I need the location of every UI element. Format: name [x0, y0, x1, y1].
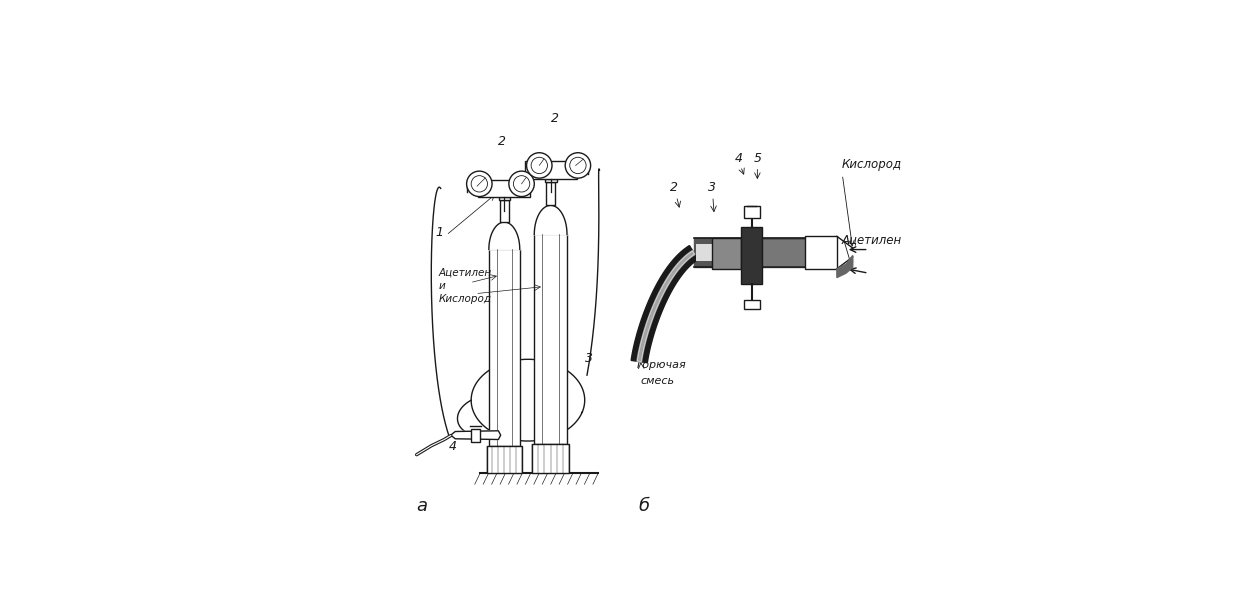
Circle shape	[527, 153, 552, 178]
Text: 4: 4	[734, 152, 743, 165]
Bar	[805, 236, 837, 269]
Polygon shape	[837, 255, 853, 278]
Bar	[534, 234, 566, 444]
Polygon shape	[637, 251, 695, 362]
Text: Ацетилен: Ацетилен	[438, 267, 491, 277]
Polygon shape	[694, 238, 821, 267]
Circle shape	[565, 153, 591, 178]
Text: 4: 4	[449, 440, 457, 453]
Text: Кислород: Кислород	[438, 294, 491, 304]
Bar	[471, 428, 480, 442]
Bar	[744, 300, 760, 309]
Bar	[489, 250, 520, 445]
Bar	[547, 182, 555, 205]
Bar	[500, 200, 508, 222]
Text: 3: 3	[585, 352, 594, 365]
Bar	[499, 197, 510, 200]
Text: 5: 5	[754, 152, 761, 165]
Bar	[696, 244, 807, 261]
Bar	[744, 205, 760, 218]
Text: 2: 2	[552, 112, 559, 125]
Polygon shape	[450, 431, 501, 440]
Bar	[742, 227, 761, 284]
Bar	[712, 238, 742, 269]
Circle shape	[531, 158, 548, 173]
Polygon shape	[761, 240, 807, 265]
Circle shape	[513, 176, 529, 192]
Circle shape	[570, 158, 586, 173]
Bar	[524, 161, 576, 179]
Text: смесь: смесь	[640, 376, 675, 386]
Circle shape	[471, 176, 487, 192]
Circle shape	[508, 171, 534, 196]
Text: 2: 2	[499, 135, 506, 148]
Text: а: а	[417, 497, 428, 516]
Bar	[479, 180, 531, 197]
Text: б: б	[638, 497, 649, 516]
Text: 1: 1	[639, 333, 648, 346]
Text: 2: 2	[670, 181, 679, 194]
Text: и: и	[438, 281, 445, 291]
Circle shape	[466, 171, 492, 196]
Text: 3: 3	[708, 181, 716, 194]
Text: Ацетилен: Ацетилен	[842, 234, 902, 247]
Bar	[544, 179, 557, 182]
Text: Кислород: Кислород	[842, 159, 902, 172]
Bar	[532, 444, 569, 473]
Text: 1: 1	[436, 225, 443, 238]
Text: Горючая: Горючая	[637, 360, 686, 371]
Bar	[486, 445, 522, 473]
Polygon shape	[631, 245, 698, 363]
